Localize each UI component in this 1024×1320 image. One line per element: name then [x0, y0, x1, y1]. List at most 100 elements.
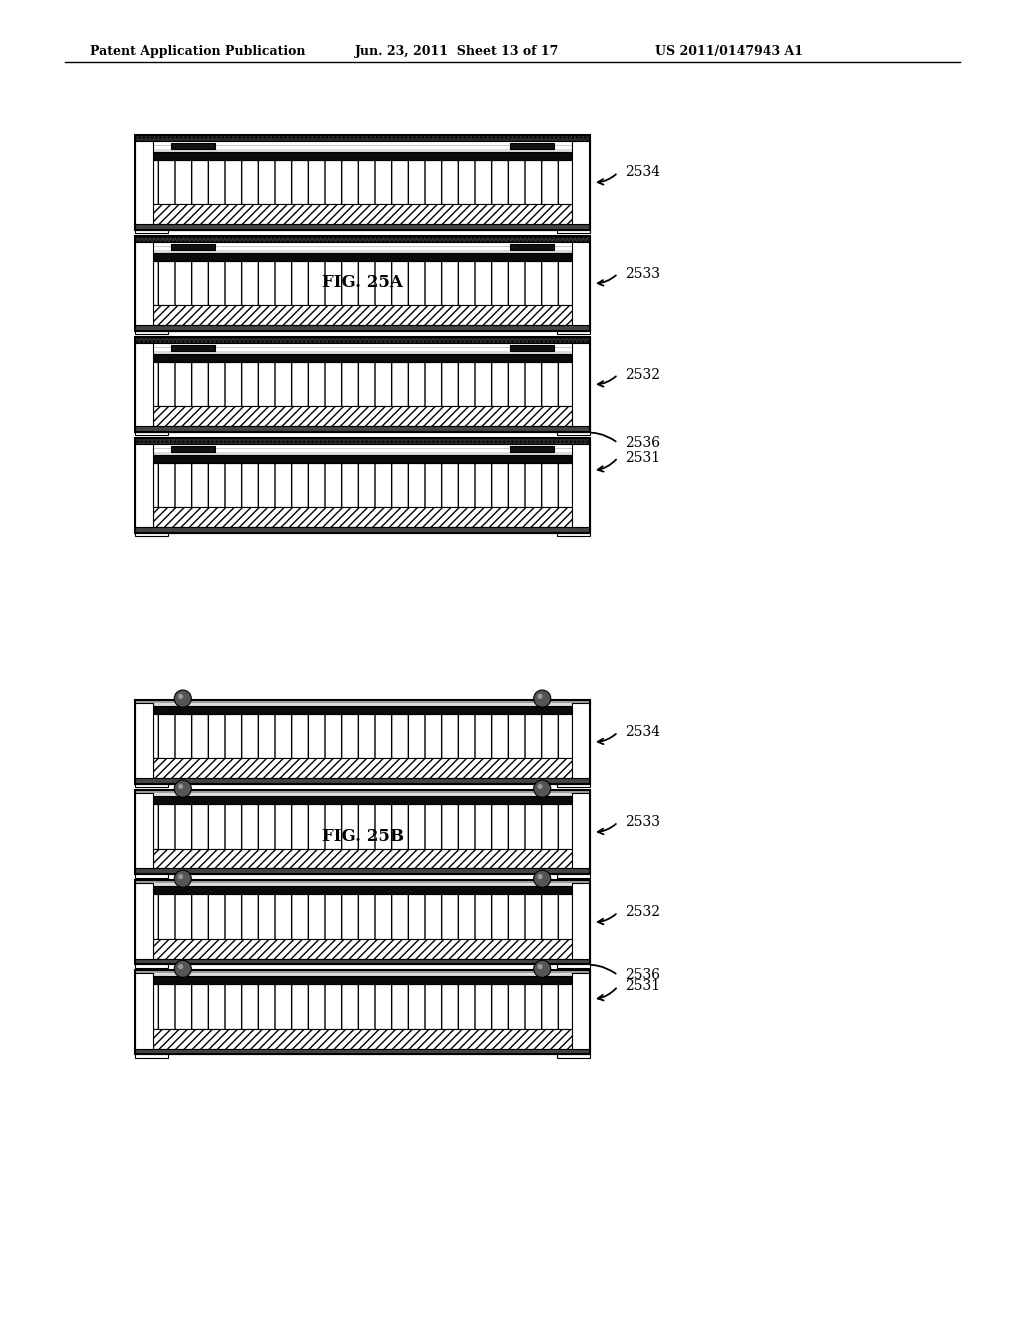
- Bar: [135, 973, 154, 1048]
- Bar: [510, 345, 554, 351]
- Bar: [135, 784, 168, 788]
- Text: 2531: 2531: [625, 450, 660, 465]
- Bar: [135, 880, 590, 883]
- Bar: [154, 894, 571, 939]
- Circle shape: [538, 964, 543, 969]
- Bar: [135, 880, 590, 964]
- Text: 2534: 2534: [625, 165, 660, 180]
- Bar: [135, 236, 590, 242]
- Text: 2533: 2533: [625, 267, 660, 281]
- Bar: [135, 791, 590, 793]
- Bar: [154, 444, 571, 446]
- Bar: [571, 242, 590, 244]
- Circle shape: [534, 690, 551, 708]
- Bar: [154, 939, 571, 958]
- Bar: [135, 1055, 168, 1057]
- Bar: [154, 152, 571, 160]
- Bar: [557, 432, 590, 436]
- Bar: [557, 784, 590, 788]
- Bar: [154, 454, 571, 463]
- Bar: [557, 331, 590, 334]
- Bar: [154, 793, 571, 796]
- Bar: [135, 438, 590, 533]
- Bar: [135, 793, 154, 869]
- Bar: [154, 351, 571, 354]
- Text: 2536: 2536: [625, 969, 660, 982]
- Text: FIG. 25B: FIG. 25B: [322, 829, 403, 845]
- Bar: [154, 141, 571, 143]
- Circle shape: [538, 874, 543, 879]
- Bar: [557, 230, 590, 234]
- Bar: [135, 343, 154, 426]
- Bar: [154, 714, 571, 759]
- Bar: [571, 343, 590, 345]
- Bar: [557, 1055, 590, 1057]
- Bar: [510, 244, 554, 249]
- Circle shape: [538, 784, 543, 789]
- Bar: [154, 706, 571, 714]
- Bar: [571, 883, 590, 958]
- Bar: [135, 791, 590, 874]
- Bar: [135, 700, 590, 784]
- Bar: [135, 337, 590, 343]
- Bar: [135, 224, 590, 230]
- Circle shape: [534, 780, 551, 797]
- Bar: [557, 874, 590, 878]
- Bar: [135, 702, 154, 779]
- Bar: [154, 205, 571, 224]
- Bar: [171, 446, 215, 451]
- Bar: [154, 305, 571, 325]
- Bar: [154, 354, 571, 362]
- Circle shape: [534, 870, 551, 887]
- Text: 2534: 2534: [625, 725, 660, 739]
- Bar: [571, 141, 590, 143]
- Circle shape: [174, 690, 191, 708]
- Bar: [135, 242, 154, 325]
- Bar: [571, 444, 590, 446]
- Circle shape: [178, 694, 183, 700]
- Text: Jun. 23, 2011  Sheet 13 of 17: Jun. 23, 2011 Sheet 13 of 17: [355, 45, 559, 58]
- Bar: [171, 345, 215, 351]
- Bar: [135, 444, 154, 446]
- Circle shape: [178, 964, 183, 969]
- Bar: [154, 886, 571, 894]
- Bar: [135, 230, 168, 234]
- Bar: [135, 779, 590, 784]
- Bar: [154, 507, 571, 527]
- Circle shape: [174, 780, 191, 797]
- Bar: [154, 261, 571, 305]
- Bar: [135, 325, 590, 331]
- Circle shape: [534, 960, 551, 977]
- Bar: [154, 796, 571, 804]
- Bar: [135, 883, 154, 958]
- Text: Patent Application Publication: Patent Application Publication: [90, 45, 305, 58]
- Bar: [154, 804, 571, 849]
- Bar: [135, 236, 590, 331]
- Bar: [154, 975, 571, 983]
- Bar: [135, 141, 154, 143]
- Bar: [135, 141, 154, 224]
- Bar: [135, 958, 590, 964]
- Bar: [135, 426, 590, 432]
- Bar: [154, 702, 571, 706]
- Bar: [135, 527, 590, 533]
- Circle shape: [538, 694, 543, 700]
- Bar: [135, 970, 590, 1055]
- Circle shape: [174, 870, 191, 887]
- Bar: [135, 337, 590, 432]
- Bar: [154, 249, 571, 252]
- Bar: [135, 700, 590, 702]
- Bar: [135, 869, 590, 874]
- Text: 2531: 2531: [625, 979, 660, 993]
- Bar: [135, 331, 168, 334]
- Bar: [154, 149, 571, 152]
- Bar: [154, 407, 571, 426]
- Text: 2536: 2536: [625, 436, 660, 450]
- Bar: [571, 141, 590, 224]
- Bar: [135, 444, 154, 527]
- Bar: [135, 874, 168, 878]
- Bar: [135, 964, 168, 968]
- Text: 2533: 2533: [625, 816, 660, 829]
- Bar: [154, 362, 571, 407]
- Bar: [571, 242, 590, 325]
